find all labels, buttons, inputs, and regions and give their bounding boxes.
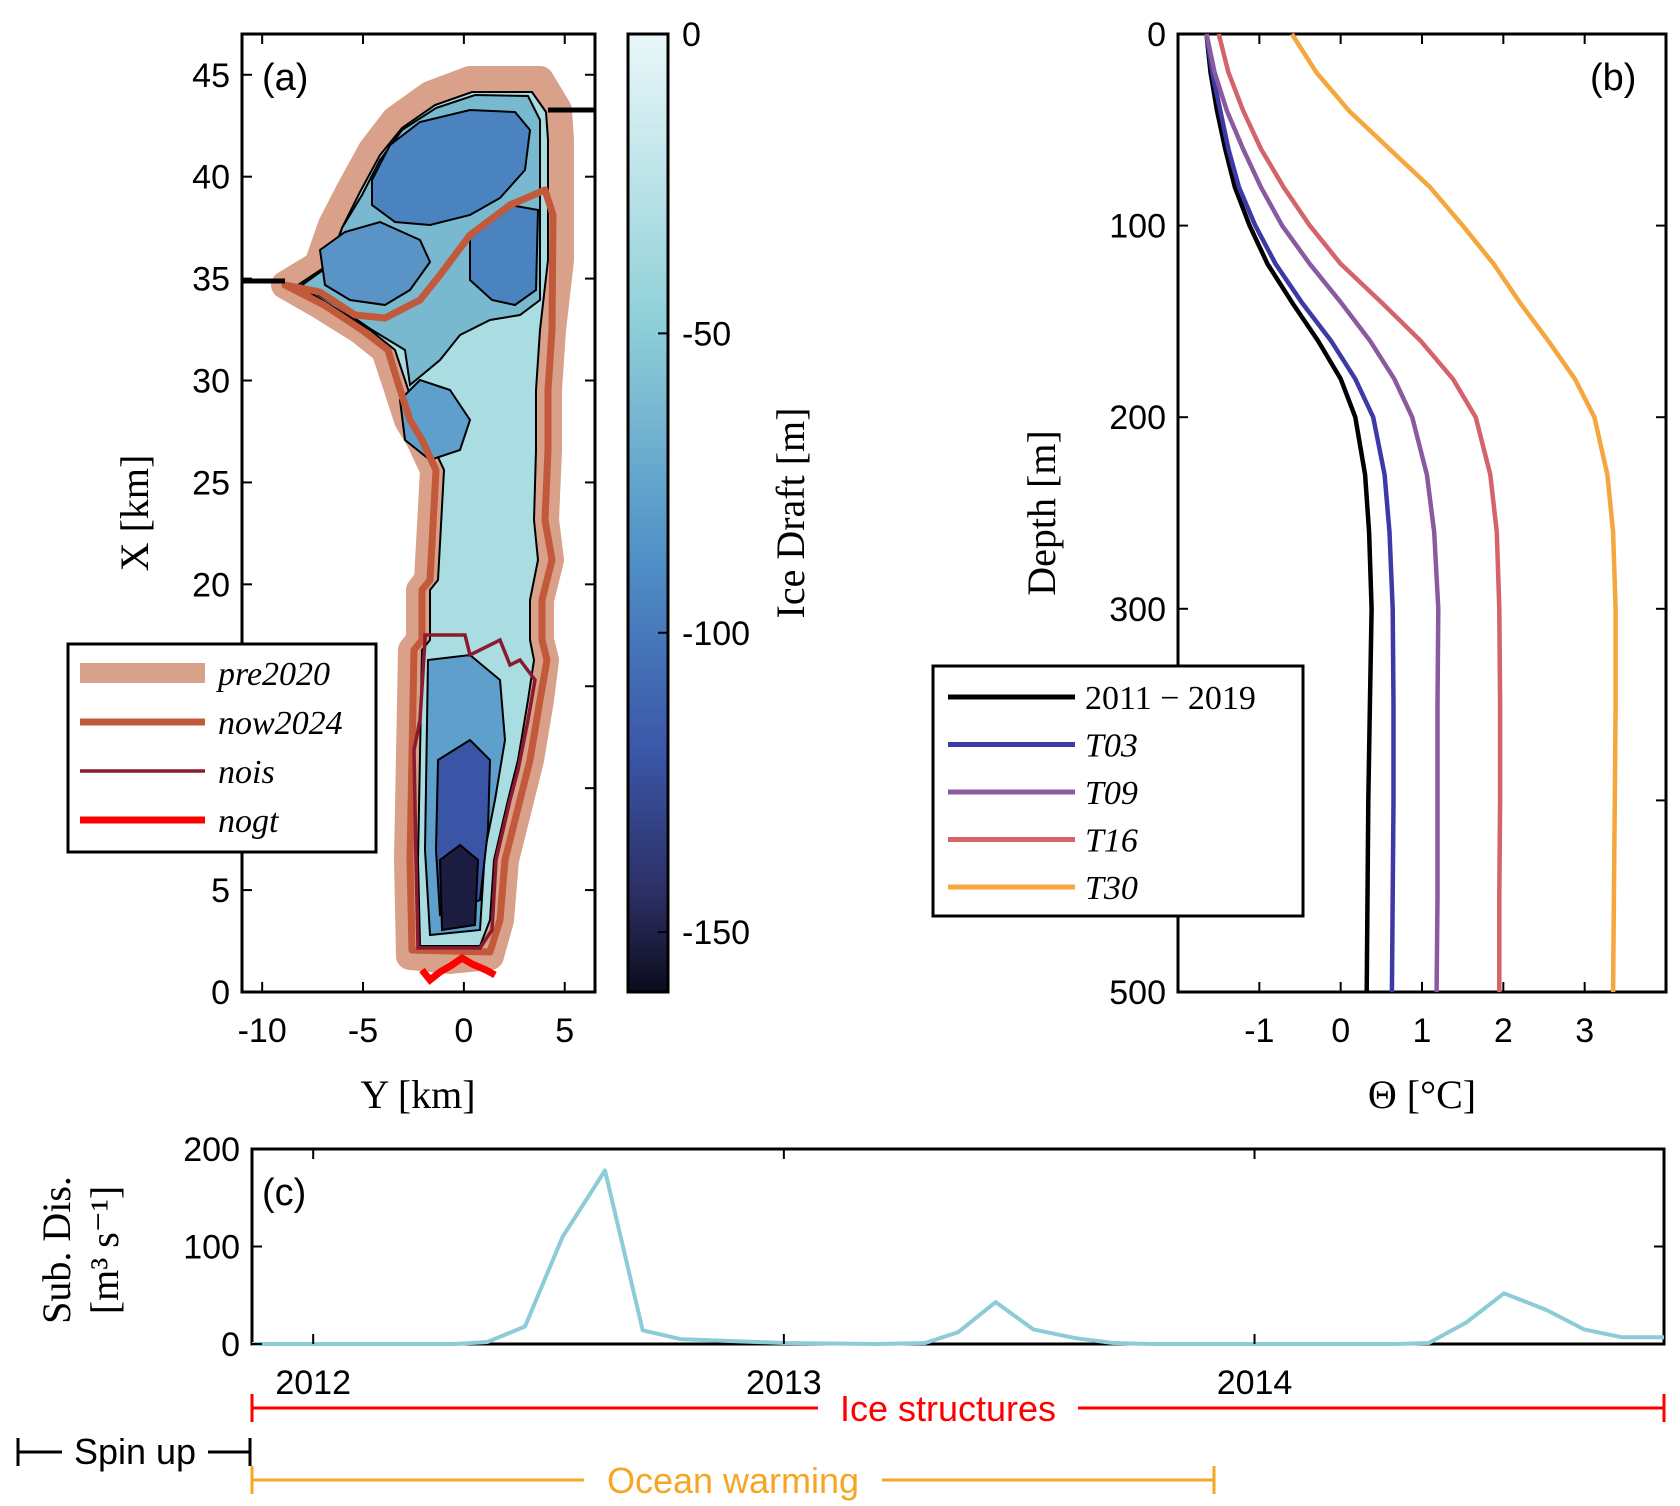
a-xtick-label: -10 [238,1012,287,1050]
ice-region-deep-west [318,220,432,307]
panel-a-ylabel: X [km] [112,455,157,572]
colorbar-tick-label: -100 [682,615,750,653]
b-xtick-label: 0 [1331,1012,1350,1050]
panel-c-label: (c) [262,1172,306,1214]
legend-label-nogt: nogt [218,803,280,840]
a-ytick-label: 40 [192,159,230,197]
spin-up-label: Spin up [74,1431,196,1472]
nois-outline [412,633,537,950]
timeline-spin-up: Spin up [16,1431,252,1472]
b-xtick-label: 1 [1413,1012,1432,1050]
panel-b-xlabel: Θ [°C] [1368,1072,1476,1117]
c-xtick-label: 2013 [746,1364,822,1402]
a-ytick-label: 5 [211,872,230,910]
ice-region-deep-north [371,108,532,227]
b-xtick-label: 3 [1575,1012,1594,1050]
ocean-warming-label: Ocean warming [607,1460,859,1501]
panel-c-ylabel-line1: Sub. Dis. [34,1176,79,1324]
colorbar-bar [626,32,670,994]
timeline-ocean-warming: Ocean warming [250,1460,1216,1501]
a-ytick-label: 25 [192,464,230,502]
a-xtick-label: -5 [348,1012,378,1050]
profile-line-T30 [1290,32,1618,993]
a-ytick-label: 0 [211,974,230,1012]
b-ytick-label: 100 [1109,208,1166,246]
profile-line-T09 [1204,33,1441,993]
panel-c-discharge: 2012 2013 2014 0 100 200 (c) Sub. Dis. [m³ s… [16,1131,1666,1501]
nogt-outline [419,953,497,985]
legend-label-2011-2019: 2011 − 2019 [1085,680,1256,717]
colorbar-tick-label: -150 [682,914,750,952]
profile-line-2011-2019 [1204,33,1374,993]
profile-line-T16 [1216,33,1503,992]
a-xtick-label: 0 [454,1012,473,1050]
now2024-outline [281,186,557,956]
b-ytick-label: 200 [1109,399,1166,437]
ice-region-channel-deepest [438,843,480,932]
legend-label-T03: T03 [1085,728,1138,765]
c-xtick-label: 2014 [1217,1364,1293,1402]
timeline-ice-structures: Ice structures [250,1388,1666,1429]
colorbar-tick-label: 0 [682,16,701,54]
legend-label-nois: nois [218,754,275,791]
b-ytick-label: 300 [1109,591,1166,629]
a-ytick-label: 45 [192,57,230,95]
legend-label-T16: T16 [1085,823,1138,860]
c-ytick-label: 0 [221,1326,240,1364]
b-ytick-label: 0 [1147,16,1166,54]
ice-draft-map [242,66,595,985]
profile-line-T03 [1204,33,1396,993]
panel-a-legend: pre2020 now2024 nois nogt [66,642,378,854]
panel-a-map: -10-505 051015202530354045 (a) Y [km] X … [66,16,813,1117]
legend-label-T09: T09 [1085,775,1138,812]
colorbar-label: Ice Draft [m] [768,408,813,619]
colorbar-tick-label: -50 [682,315,731,353]
b-xtick-label: 2 [1494,1012,1513,1050]
panel-c-ylabel-line2: [m³ s⁻¹] [82,1186,127,1314]
a-xtick-label: 5 [555,1012,574,1050]
b-ytick-label: 500 [1109,974,1166,1012]
panel-a-xlabel: Y [km] [360,1072,475,1117]
c-xtick-label: 2012 [275,1364,351,1402]
a-ytick-label: 30 [192,363,230,401]
b-xtick-label: -1 [1244,1012,1274,1050]
panel-c-axes-box [250,1147,1666,1346]
c-ytick-label: 200 [183,1131,240,1169]
ice-structures-label: Ice structures [840,1388,1056,1429]
panel-b-label: (b) [1590,57,1636,99]
legend-label-pre2020: pre2020 [216,656,330,693]
ice-region-mid-basin [398,378,472,462]
a-ytick-label: 20 [192,566,230,604]
c-ytick-label: 100 [183,1229,240,1267]
a-ytick-label: 35 [192,261,230,299]
colorbar: 0 -50 -100 -150 Ice Draft [m] [626,16,813,994]
legend-label-T30: T30 [1085,870,1138,907]
panel-b-ylabel: Depth [m] [1019,430,1064,596]
discharge-line [252,1168,1664,1346]
panel-b-legend: 2011 − 2019 T03 T09 T16 T30 [931,664,1305,918]
panel-a-label: (a) [262,57,308,99]
legend-label-now2024: now2024 [218,705,343,742]
